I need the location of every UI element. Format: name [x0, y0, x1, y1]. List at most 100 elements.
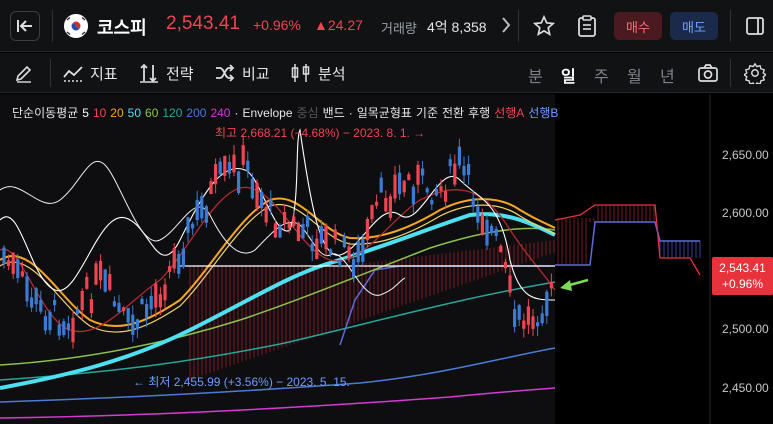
legend-ma-200: 200	[186, 106, 207, 120]
candle-body	[315, 238, 319, 260]
candle-body	[89, 299, 93, 314]
period-minute[interactable]: 분	[528, 69, 543, 86]
candle-body	[421, 168, 425, 176]
indicator-button[interactable]: 지표	[62, 61, 118, 85]
legend-ma-5: 5	[82, 106, 89, 120]
candle-body	[338, 260, 342, 267]
period-month[interactable]: 월	[627, 69, 642, 86]
candle-body	[310, 243, 314, 252]
chart-canvas[interactable]	[0, 94, 773, 424]
candle-body	[2, 247, 6, 264]
candle-body	[218, 161, 222, 175]
candle-body	[356, 241, 360, 263]
separator	[730, 10, 731, 42]
candle-body	[241, 145, 245, 166]
current-price-tag-value: 2,543.41	[719, 261, 766, 275]
candle-body	[287, 223, 291, 229]
candle-body	[149, 295, 153, 310]
camera-icon[interactable]	[694, 59, 722, 87]
korea-flag-icon	[64, 14, 88, 38]
candle-body	[48, 311, 52, 331]
gear-icon[interactable]	[741, 59, 769, 87]
candle-body	[453, 163, 457, 185]
indicator-legend[interactable]: 단순이동평균 5 10 20 50 60 120 200 240 · Envelope 중심 밴드 · 일목…	[12, 106, 559, 120]
index-title: 코스피	[97, 18, 147, 38]
price-chart[interactable]	[0, 94, 773, 424]
panel-toggle-icon[interactable]	[741, 12, 769, 40]
legend-ma-label: 단순이동평균	[12, 106, 79, 120]
legend-conversion: 전환	[442, 106, 465, 120]
candle-body	[186, 217, 190, 233]
clipboard-icon[interactable]	[573, 12, 601, 40]
candle-body	[108, 274, 112, 290]
candle-body	[388, 196, 392, 218]
candle-body	[416, 164, 420, 185]
compare-button[interactable]: 비교	[214, 61, 270, 85]
strategy-label: 전략	[166, 65, 194, 83]
candle-body	[448, 159, 452, 167]
candle-body	[522, 320, 526, 329]
low-annotation: ← 최저 2,455.99 (+3.56%) − 2023. 5. 15.	[133, 375, 350, 389]
candle-body	[131, 314, 135, 335]
candle-body	[80, 290, 84, 311]
analysis-button[interactable]: 분석	[290, 61, 346, 85]
candle-body	[361, 238, 365, 262]
ma-200-line	[0, 347, 556, 403]
draw-tool-button[interactable]	[14, 61, 34, 85]
candle-body	[329, 249, 333, 254]
period-day[interactable]: 일	[561, 69, 576, 86]
change-percent: +0.96%	[253, 17, 301, 33]
star-favorite-icon[interactable]	[530, 12, 558, 40]
candle-body	[398, 172, 402, 195]
candle-body	[34, 288, 38, 305]
strategy-button[interactable]: 전략	[138, 61, 194, 85]
candle-body	[296, 222, 300, 242]
shuffle-icon	[216, 64, 235, 82]
candle-body	[494, 228, 498, 237]
candle-body	[324, 224, 328, 250]
sell-button[interactable]: 매도	[670, 12, 718, 40]
chevron-right-icon[interactable]	[500, 14, 512, 41]
legend-baseline: 기준	[415, 106, 438, 120]
legend-ma-20: 20	[110, 106, 124, 120]
candle-body	[393, 174, 397, 199]
candle-body	[30, 297, 34, 308]
candle-body	[163, 284, 167, 301]
legend-span-a: 선행A	[494, 106, 525, 120]
legend-ma-60: 60	[145, 106, 159, 120]
candle-body	[39, 299, 43, 312]
candlestick-icon	[291, 64, 310, 82]
axis-tick-label: 2,500.00	[722, 322, 769, 336]
candle-body	[471, 198, 475, 207]
candle-body	[103, 269, 107, 292]
candle-body	[16, 259, 20, 279]
candle-body	[25, 276, 29, 302]
buy-button[interactable]: 매수	[614, 12, 662, 40]
separator	[52, 10, 53, 42]
back-button[interactable]	[10, 11, 40, 41]
legend-ma-10: 10	[92, 106, 107, 120]
candle-body	[365, 218, 369, 241]
ma-240-line	[0, 387, 556, 419]
candle-body	[112, 301, 116, 307]
volume-value: 4억 8,358	[427, 19, 487, 35]
candle-body	[145, 304, 149, 318]
header-bar: 코스피 2,543.41 +0.96% ▲24.27 거래량 4억 8,358 …	[0, 0, 773, 52]
candle-body	[342, 235, 346, 248]
candle-body	[439, 186, 443, 191]
candlestick-series	[2, 135, 553, 349]
candle-body	[301, 224, 305, 239]
candle-body	[467, 163, 471, 175]
candle-body	[62, 321, 66, 336]
candle-body	[485, 219, 489, 246]
period-year[interactable]: 년	[660, 69, 675, 86]
candle-body	[347, 246, 351, 258]
candle-body	[513, 309, 517, 328]
candle-body	[499, 245, 503, 253]
candle-body	[66, 323, 70, 331]
period-week[interactable]: 주	[594, 69, 609, 86]
candle-body	[255, 182, 259, 208]
span-a-line	[554, 204, 701, 276]
high-annotation: 최고 2,668.21 (−4.68%) − 2023. 8. 1. →	[215, 126, 426, 140]
change-amount: ▲24.27	[314, 17, 363, 33]
